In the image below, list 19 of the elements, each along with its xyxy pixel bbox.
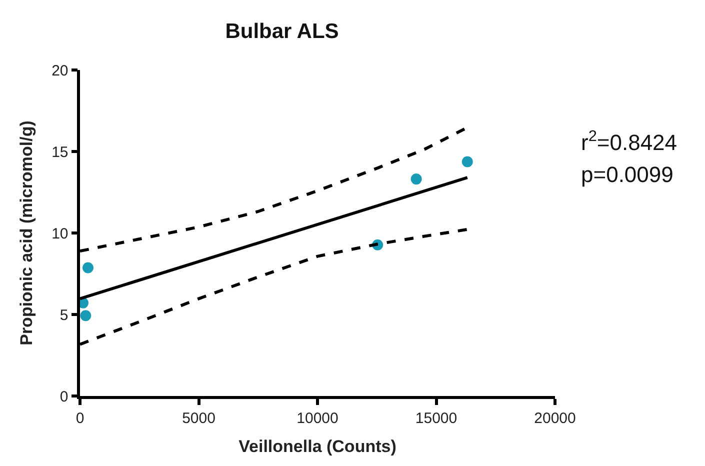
point [462, 156, 473, 168]
point [80, 310, 92, 322]
x-tick-label: 5000 [182, 410, 216, 427]
y-tick-label: 20 [52, 62, 68, 80]
y-tick-label: 15 [52, 144, 68, 161]
x-tick-label: 20000 [534, 410, 576, 427]
x-axis-title: Veillonella (Counts) [238, 437, 396, 456]
x-tick-label: 0 [76, 410, 84, 427]
y-tick-label: 10 [52, 225, 68, 242]
x-tick-label: 15000 [415, 410, 458, 427]
y-axis-title: Propionic acid (micromol/g) [17, 120, 36, 346]
y-tick-label: 5 [60, 306, 68, 324]
chart-title: Bulbar ALS [225, 20, 339, 43]
text: r$^{2}$=0.8424 [581, 128, 678, 156]
x-tick-label: 10000 [296, 410, 338, 427]
y-tick-label: 0 [60, 388, 68, 406]
point [82, 262, 94, 274]
point [410, 174, 422, 185]
text: p=0.0099 [581, 162, 674, 187]
